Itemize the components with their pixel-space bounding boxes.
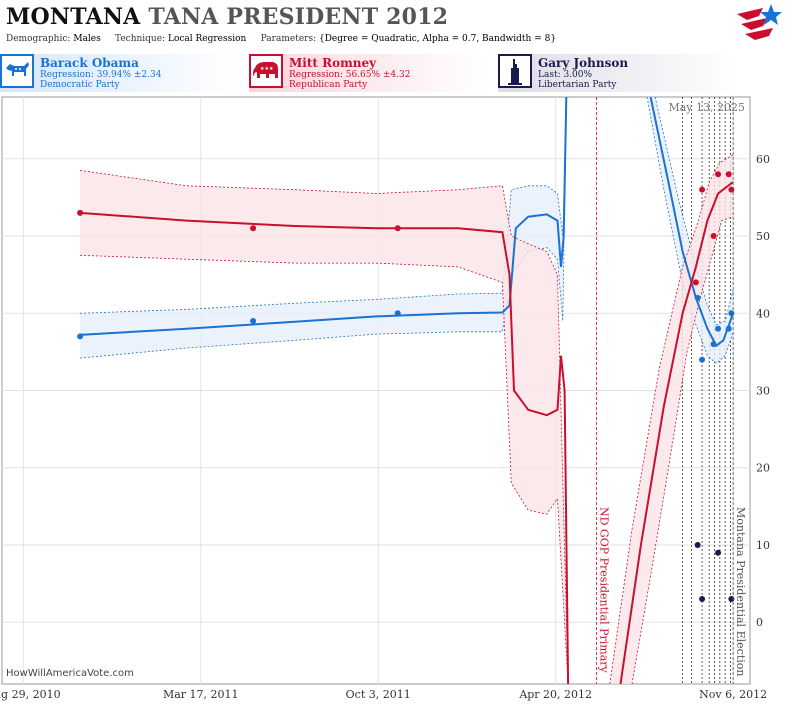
poll-point [725, 325, 732, 332]
candidate-regression: Regression: 39.94% ±2.34 [40, 70, 162, 80]
poll-point [710, 341, 717, 348]
demographic-value: Males [73, 34, 101, 44]
trend-line [649, 97, 735, 348]
confidence-upper [80, 97, 567, 314]
poll-point [699, 356, 706, 363]
poll-point [77, 209, 84, 216]
parameters-value: {Degree = Quadratic, Alpha = 0.7, Bandwi… [318, 34, 557, 44]
y-tick-label: 60 [756, 153, 770, 166]
candidate-name: Barack Obama [40, 56, 139, 70]
site-logo-icon [737, 4, 782, 40]
date-stamp: May 13, 2025 [668, 101, 745, 114]
candidate-regression: Regression: 56.65% ±4.32 [289, 70, 411, 80]
poll-point [77, 333, 84, 340]
x-tick-label: Apr 20, 2012 [518, 688, 592, 701]
svg-text:★★★: ★★★ [260, 66, 274, 72]
poll-point [725, 171, 732, 178]
poll-point [694, 541, 701, 548]
annotation-label: ND GOP Presidential Primary [597, 507, 610, 674]
y-tick-label: 0 [756, 616, 763, 629]
confidence-band [647, 97, 734, 364]
poll-point [692, 279, 699, 286]
trend-line [619, 181, 734, 684]
x-tick-label: Nov 6, 2012 [699, 688, 767, 701]
parameters-label: Parameters: [260, 34, 317, 44]
candidate-party: Libertarian Party [538, 80, 617, 90]
donkey-icon [0, 54, 34, 88]
statue-of-liberty-icon [498, 54, 532, 88]
candidate-last: Last: 3.00% [538, 70, 593, 80]
elephant-icon: ★★★ [249, 54, 283, 88]
demographic-label: Demographic: [6, 34, 71, 44]
poll-point [394, 310, 401, 317]
x-tick-label: Mar 17, 2011 [163, 688, 239, 701]
annotation-label: Montana Presidential Election [734, 507, 747, 676]
confidence-band [80, 170, 569, 684]
candidate-name: Mitt Romney [289, 56, 377, 70]
confidence-lower [646, 97, 734, 365]
poll-point [699, 186, 706, 193]
x-tick-label: Oct 3, 2011 [346, 688, 411, 701]
title-rest: TANA PRESIDENT 2012 [148, 4, 449, 30]
technique-value: Local Regression [167, 34, 247, 44]
parameters-line: Demographic: Males Technique: Local Regr… [6, 34, 556, 44]
candidate-party: Republican Party [289, 80, 368, 90]
confidence-upper [654, 97, 734, 326]
technique-label: Technique: [115, 34, 166, 44]
poll-point [715, 549, 722, 556]
candidate-johnson: Gary Johnson Last: 3.00% Libertarian Par… [498, 54, 738, 92]
y-tick-label: 50 [756, 230, 770, 243]
y-tick-label: 10 [756, 539, 770, 552]
poll-point [394, 225, 401, 232]
confidence-lower [80, 254, 569, 684]
poll-point [250, 317, 257, 324]
title-state: MONTANA [6, 4, 141, 30]
candidate-name: Gary Johnson [538, 56, 629, 70]
poll-point [250, 225, 257, 232]
poll-point [715, 325, 722, 332]
confidence-upper [609, 154, 734, 684]
plot-area [77, 97, 735, 684]
page-title: MONTANA TANA PRESIDENT 2012 [6, 4, 448, 30]
y-tick-label: 40 [756, 307, 770, 320]
y-tick-label: 20 [756, 462, 770, 475]
x-tick-label: Aug 29, 2010 [0, 688, 61, 701]
trend-line [80, 97, 568, 336]
poll-point [710, 233, 717, 240]
trend-line [80, 211, 570, 684]
poll-point [694, 294, 701, 301]
candidate-obama: Barack Obama Regression: 39.94% ±2.34 De… [0, 54, 240, 92]
candidate-party: Democratic Party [40, 80, 120, 90]
candidate-romney: ★★★ Mitt Romney Regression: 56.65% ±4.32… [249, 54, 489, 92]
y-tick-label: 30 [756, 385, 770, 398]
poll-point [715, 171, 722, 178]
site-credit: HowWillAmericaVote.com [6, 668, 134, 679]
confidence-lower [631, 216, 734, 684]
poll-point [699, 596, 706, 603]
